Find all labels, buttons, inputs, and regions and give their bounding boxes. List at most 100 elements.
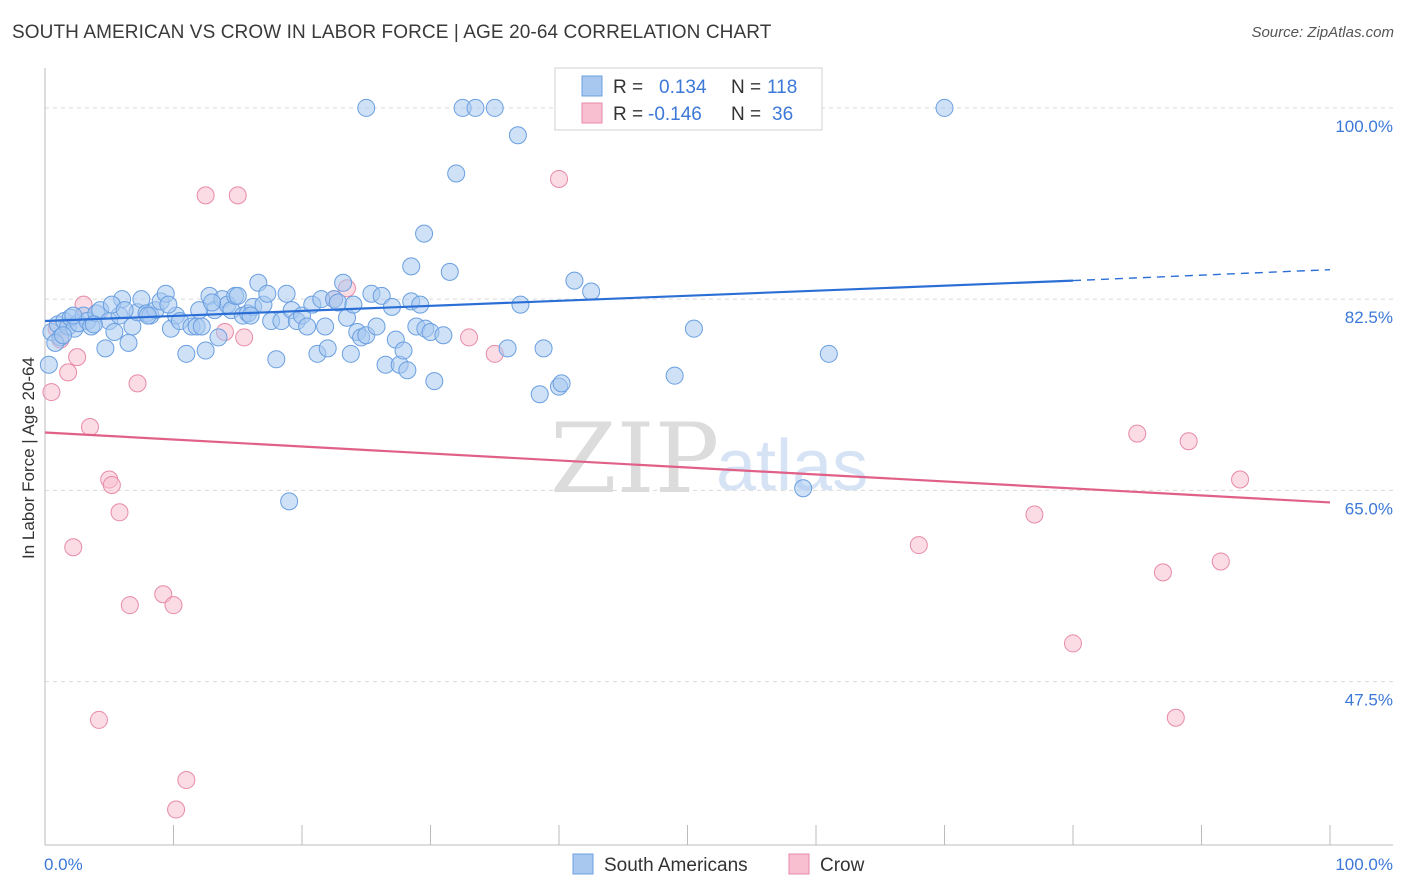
crow-point-30 [1153,563,1172,582]
crow-point-9 [110,503,129,522]
stats-legend-r-value-2: -0.146 [648,104,702,125]
bottom-legend-label-south-americans: South Americans [604,855,748,876]
south-americans-point-107 [794,479,813,498]
south-americans-point-78 [394,341,413,360]
crow-point-17 [196,186,215,205]
south-americans-point-60 [316,317,335,336]
crow-point-15 [177,771,196,790]
y-axis-title: In Labor Force | Age 20-64 [19,357,38,559]
trend-lines [44,268,1331,504]
stats-legend-n-value-1: 118 [767,77,797,98]
crow-point-14 [89,710,108,729]
stats-legend-r-label-2: R = [613,104,643,125]
south-americans-point-115 [115,301,134,320]
south-americans-point-34 [196,341,215,360]
stats-legend-n-label-1: N = [731,77,761,98]
chart-title: SOUTH AMERICAN VS CROW IN LABOR FORCE | … [12,22,772,43]
south-americans-point-15 [105,322,124,341]
crow-point-31 [1166,708,1185,727]
south-americans-trend-extension [1072,268,1331,282]
crow-point-0 [42,383,61,402]
south-americans-point-48 [258,284,277,303]
south-americans-point-79 [398,361,417,380]
stats-legend: R = 0.134 N = 118 R = -0.146 N = 36 [554,67,823,131]
south-americans-point-92 [508,126,527,145]
bottom-legend: South Americans Crow [572,853,865,876]
south-americans-point-61 [318,339,337,358]
south-americans-points [39,98,954,511]
bottom-legend-swatch-crow [788,853,810,875]
south-americans-point-72 [367,317,386,336]
y-tick-label-2: 82.5% [1345,308,1393,327]
south-americans-point-103 [565,271,584,290]
south-americans-point-104 [582,282,601,301]
south-americans-point-64 [334,273,353,292]
south-americans-point-111 [53,326,72,345]
south-americans-point-120 [241,306,260,325]
crow-point-18 [228,186,247,205]
crow-point-11 [128,374,147,393]
crow-point-2 [59,363,78,382]
south-americans-point-117 [159,295,178,314]
south-americans-point-96 [440,262,459,281]
south-americans-point-98 [498,339,517,358]
south-americans-point-52 [277,284,296,303]
south-americans-point-18 [119,333,138,352]
y-tick-label-1: 65.0% [1345,499,1393,518]
crow-point-20 [235,328,254,347]
stats-legend-r-label-1: R = [613,77,643,98]
south-americans-point-42 [228,286,247,305]
x-tick-label-min: 0.0% [44,855,83,874]
bottom-legend-label-crow: Crow [820,855,865,876]
south-americans-point-97 [511,295,530,314]
bottom-legend-swatch-south-americans [572,853,594,875]
south-americans-point-86 [434,326,453,345]
crow-point-23 [460,328,479,347]
crow-point-28 [1064,634,1082,653]
crow-point-25 [550,169,568,188]
x-tick-label-max: 100.0% [1335,855,1393,874]
crow-point-32 [1179,432,1198,451]
south-americans-point-99 [530,385,549,404]
south-americans-point-30 [177,344,196,363]
y-tick-labels: 47.5% 65.0% 82.5% 100.0% [1335,117,1393,710]
crow-point-5 [80,418,99,437]
watermark-atlas: atlas [716,426,868,506]
south-americans-point-94 [415,224,434,243]
crow-point-33 [1211,552,1230,571]
south-americans-point-33 [192,317,211,336]
stats-legend-swatch-pink [581,102,603,124]
watermark: ZIP atlas [550,403,868,515]
south-americans-point-102 [534,339,553,358]
axes [44,68,1393,846]
crow-point-29 [1128,424,1147,443]
south-americans-point-66 [341,344,360,363]
y-tick-label-3: 100.0% [1335,117,1393,136]
watermark-zip: ZIP [550,403,719,515]
stats-legend-n-label-2: N = [731,104,761,125]
crow-point-16 [167,800,186,819]
crow-point-34 [1231,470,1250,489]
south-americans-point-112 [64,306,83,325]
south-americans-point-95 [402,257,421,276]
south-americans-point-101 [552,374,571,393]
south-americans-point-56 [298,317,317,336]
grid-lines [45,107,1393,683]
south-americans-point-82 [411,295,430,314]
y-tick-label-0: 47.5% [1345,691,1393,710]
south-americans-point-121 [39,355,58,374]
south-americans-point-119 [203,293,222,312]
stats-legend-swatch-blue [581,75,603,97]
south-americans-trend-line [44,279,1074,323]
south-americans-point-91 [485,98,504,117]
south-americans-point-88 [357,98,376,117]
south-americans-point-67 [344,295,363,314]
south-americans-point-116 [138,306,157,325]
south-americans-point-106 [684,319,703,338]
south-americans-point-87 [280,492,299,511]
south-americans-point-90 [466,98,485,117]
crow-point-13 [164,596,183,615]
stats-legend-r-value-1: 0.134 [659,77,707,98]
south-americans-point-93 [447,164,466,183]
source-label: Source: ZipAtlas.com [1251,24,1394,41]
